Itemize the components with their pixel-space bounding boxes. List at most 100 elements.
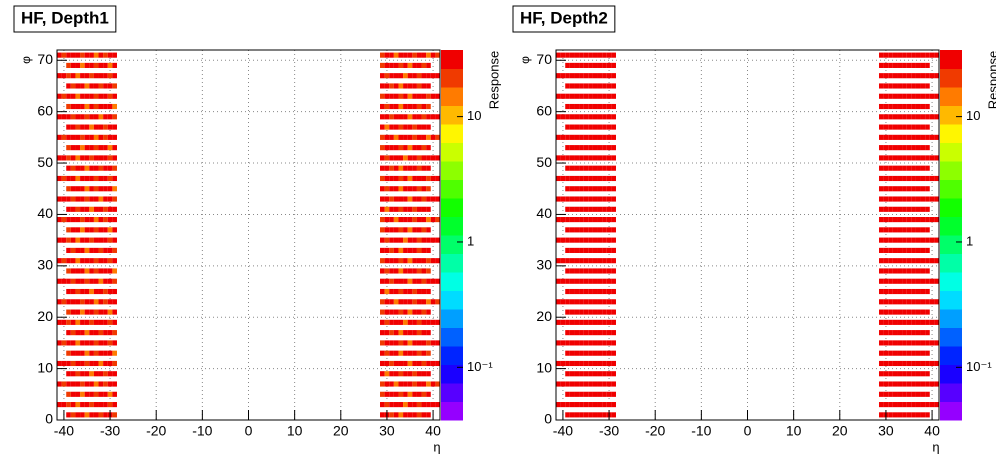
- heatmap-cell: [75, 360, 81, 367]
- heatmap-cell: [925, 412, 930, 418]
- heatmap-cell: [421, 145, 427, 151]
- heatmap-cell: [906, 165, 912, 171]
- heatmap-cell: [393, 73, 399, 79]
- heatmap-cell: [426, 196, 431, 202]
- heatmap-cell: [421, 83, 427, 89]
- heatmap-cell: [879, 93, 884, 99]
- heatmap-cell: [426, 381, 431, 387]
- heatmap-cell: [597, 103, 603, 110]
- heatmap-cell: [611, 114, 616, 120]
- heatmap-cell: [892, 124, 898, 130]
- heatmap-cell: [574, 114, 580, 120]
- heatmap-cell: [897, 402, 903, 408]
- heatmap-cell: [107, 103, 113, 110]
- heatmap-cell: [84, 83, 90, 89]
- heatmap-cell: [565, 258, 570, 264]
- heatmap-cell: [66, 278, 71, 284]
- heatmap-cell: [906, 62, 912, 68]
- heatmap-cell: [915, 391, 921, 397]
- heatmap-cell: [393, 371, 399, 377]
- heatmap-cell: [107, 196, 113, 202]
- heatmap-cell: [80, 412, 85, 418]
- heatmap-cell: [588, 186, 593, 192]
- heatmap-cell: [906, 114, 912, 120]
- colorbar-tick-label: 1: [966, 233, 973, 248]
- heatmap-cell: [389, 402, 394, 408]
- heatmap-cell: [597, 391, 603, 397]
- heatmap-cell: [103, 124, 108, 130]
- heatmap-cell: [574, 134, 580, 140]
- colorbar-band: [940, 253, 962, 273]
- heatmap-cell: [602, 247, 607, 253]
- heatmap-cell: [879, 288, 884, 295]
- heatmap-cell: [84, 227, 90, 233]
- heatmap-cell: [430, 319, 436, 325]
- heatmap-cell: [934, 114, 939, 120]
- heatmap-cell: [879, 402, 884, 408]
- heatmap-cell: [569, 62, 575, 68]
- heatmap-cell: [430, 73, 436, 79]
- heatmap-cell: [84, 206, 90, 212]
- heatmap-cell: [902, 319, 907, 325]
- heatmap-cell: [416, 145, 422, 151]
- heatmap-cell: [915, 103, 921, 110]
- heatmap-cell: [579, 103, 584, 110]
- heatmap-cell: [574, 62, 580, 68]
- heatmap-cell: [906, 52, 912, 58]
- heatmap-cell: [412, 83, 417, 89]
- heatmap-cell: [888, 299, 893, 305]
- heatmap-cell: [602, 330, 607, 336]
- heatmap-cell: [75, 134, 81, 140]
- heatmap-cell: [929, 73, 935, 79]
- heatmap-cell: [902, 114, 907, 120]
- heatmap-cell: [112, 268, 117, 274]
- heatmap-cell: [98, 145, 104, 151]
- heatmap-cell: [403, 371, 408, 377]
- heatmap-cell: [75, 186, 81, 192]
- heatmap-cell: [407, 237, 413, 243]
- heatmap-cell: [75, 391, 81, 397]
- heatmap-cell: [602, 217, 607, 223]
- heatmap-cell: [107, 124, 113, 130]
- heatmap-cell: [602, 412, 607, 418]
- heatmap-cell: [66, 186, 71, 192]
- heatmap-cell: [80, 227, 85, 233]
- heatmap-cell: [888, 268, 893, 274]
- heatmap-cell: [902, 83, 907, 89]
- heatmap-cell: [892, 319, 898, 325]
- heatmap-cell: [574, 330, 580, 336]
- heatmap-cell: [75, 227, 81, 233]
- heatmap-cell: [412, 278, 417, 284]
- heatmap-cell: [602, 268, 607, 274]
- heatmap-cell: [421, 227, 427, 233]
- heatmap-cell: [579, 186, 584, 192]
- heatmap-cell: [407, 360, 413, 367]
- heatmap-cell: [70, 402, 76, 408]
- heatmap-cell: [588, 412, 593, 418]
- colorbar-band: [441, 198, 463, 217]
- heatmap-cell: [416, 299, 422, 305]
- heatmap-cell: [380, 196, 385, 202]
- heatmap-cell: [592, 124, 598, 130]
- heatmap-cell: [426, 217, 431, 223]
- heatmap-cell: [407, 391, 413, 397]
- heatmap-cell: [380, 73, 385, 79]
- x-tick-label: 10: [287, 423, 303, 439]
- heatmap-cell: [888, 186, 893, 192]
- colorbar-tick-label: 1: [467, 233, 474, 248]
- heatmap-cell: [103, 103, 108, 110]
- heatmap-cell: [606, 247, 612, 253]
- heatmap-cell: [925, 247, 930, 253]
- heatmap-cell: [393, 412, 399, 418]
- heatmap-cell: [929, 319, 935, 325]
- heatmap-cell: [384, 268, 390, 274]
- heatmap-cell: [61, 175, 67, 182]
- heatmap-cell: [879, 73, 884, 79]
- heatmap-cell: [556, 114, 561, 120]
- colorbar-band: [940, 364, 962, 384]
- heatmap-cell: [66, 145, 71, 151]
- heatmap-cell: [888, 237, 893, 243]
- heatmap-cell: [412, 247, 417, 253]
- heatmap-cell: [430, 360, 436, 367]
- title-box: [512, 5, 616, 33]
